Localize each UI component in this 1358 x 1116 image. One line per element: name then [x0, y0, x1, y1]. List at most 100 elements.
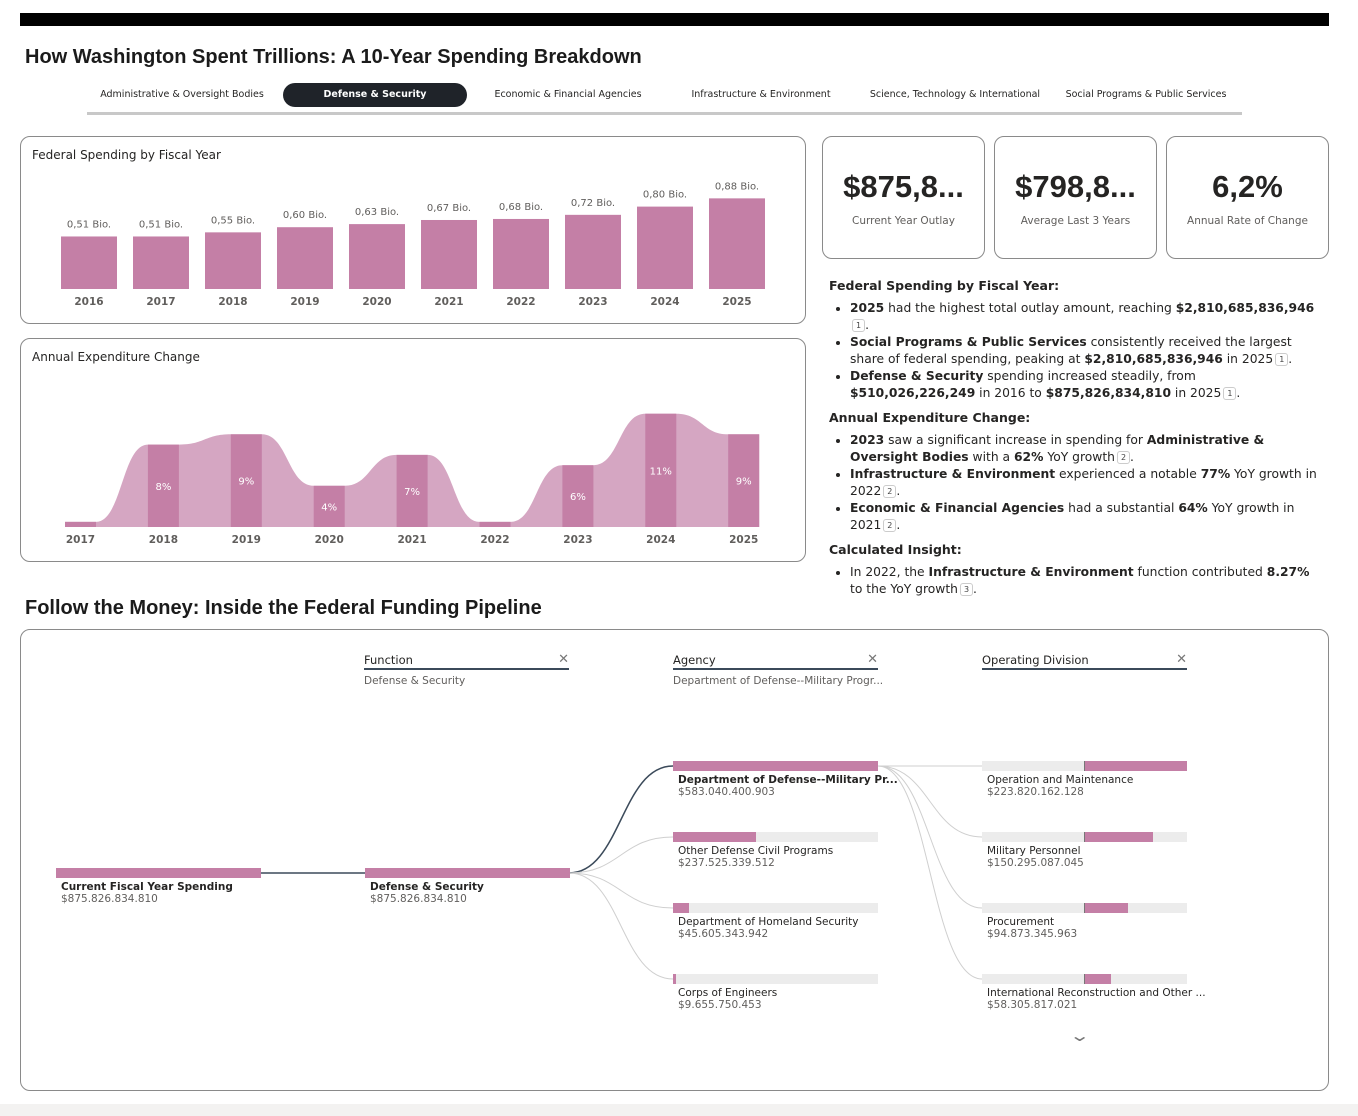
- x-tick-label: 2023: [578, 296, 607, 308]
- column-2022: [479, 521, 511, 527]
- x-tick-label: 2022: [506, 296, 535, 308]
- column-header-agency[interactable]: Agency ✕: [673, 652, 878, 670]
- data-label: 0,51 Bio.: [139, 219, 183, 230]
- citation-ref[interactable]: 2: [883, 519, 897, 532]
- chevron-down-icon[interactable]: ⌄: [1068, 1026, 1091, 1045]
- node-root[interactable]: Current Fiscal Year Spending $875.826.834…: [56, 868, 261, 905]
- node-label: Other Defense Civil Programs: [678, 845, 834, 857]
- node-bar-track: [673, 974, 878, 984]
- data-label: 11%: [650, 466, 672, 477]
- x-tick-label: 2019: [232, 534, 261, 546]
- connector-line: [877, 765, 983, 909]
- insight-heading: Calculated Insight:: [829, 542, 962, 557]
- node-bar-fill: [1084, 974, 1111, 984]
- node-bar-track: [982, 832, 1187, 842]
- bar-2019: [277, 227, 333, 289]
- bar-2025: [709, 198, 765, 289]
- data-label: 9%: [736, 477, 752, 488]
- tab-infrastructure[interactable]: Infrastructure & Environment: [691, 89, 831, 100]
- insight-item: Infrastructure & Environment experienced…: [850, 466, 1324, 500]
- node-bar-track: [982, 761, 1187, 771]
- data-label: 6%: [570, 492, 586, 503]
- node-division[interactable]: Operation and Maintenance $223.820.162.12…: [982, 761, 1187, 798]
- x-tick-label: 2020: [315, 534, 344, 546]
- bar-2024: [637, 206, 693, 289]
- tab-defense-security[interactable]: Defense & Security: [283, 83, 467, 107]
- close-icon[interactable]: ✕: [558, 652, 569, 667]
- close-icon[interactable]: ✕: [867, 652, 878, 667]
- node-label: Department of Defense--Military Pr...: [678, 774, 898, 786]
- x-tick-label: 2024: [646, 534, 675, 546]
- insight-heading: Federal Spending by Fiscal Year:: [829, 278, 1060, 293]
- node-agency[interactable]: Corps of Engineers $9.655.750.453: [673, 974, 878, 1011]
- citation-ref[interactable]: 1: [852, 319, 866, 332]
- node-bar-fill: [1084, 761, 1187, 771]
- citation-ref[interactable]: 1: [1275, 353, 1289, 366]
- decomposition-tree-panel: Function ✕ Defense & Security Agency ✕ Dep…: [20, 629, 1329, 1091]
- x-tick-label: 2021: [397, 534, 426, 546]
- node-bar-fill: [673, 761, 878, 771]
- x-tick-label: 2019: [290, 296, 319, 308]
- node-agency[interactable]: Department of Homeland Security $45.605.3…: [673, 903, 878, 940]
- node-bar-fill: [673, 974, 677, 984]
- top-bar: [20, 13, 1329, 26]
- kpi-value: 6,2%: [1212, 169, 1283, 204]
- node-value: $9.655.750.453: [678, 999, 762, 1011]
- x-tick-label: 2021: [434, 296, 463, 308]
- insight-heading: Annual Expenditure Change:: [829, 410, 1031, 425]
- tab-economic-financial[interactable]: Economic & Financial Agencies: [494, 89, 642, 100]
- annual-change-chart-panel: Annual Expenditure Change 2017 8% 2018 9% 20…: [20, 338, 806, 562]
- node-bar-fill: [673, 832, 757, 842]
- node-value: $45.605.343.942: [678, 928, 769, 940]
- x-tick-label: 2018: [218, 296, 247, 308]
- column-header-operating-division[interactable]: Operating Division ✕: [982, 652, 1187, 670]
- node-bar-track: [982, 974, 1187, 984]
- node-value: $875.826.834.810: [61, 893, 158, 905]
- node-value: $583.040.400.903: [678, 786, 775, 798]
- node-label: Current Fiscal Year Spending: [61, 881, 233, 893]
- bar-2020: [349, 224, 405, 289]
- node-bar-fill: [1084, 832, 1154, 842]
- data-label: 8%: [155, 482, 171, 493]
- node-bar-track: [365, 868, 570, 878]
- tab-science-technology[interactable]: Science, Technology & International: [869, 89, 1041, 100]
- citation-ref[interactable]: 2: [883, 485, 897, 498]
- data-label: 0,72 Bio.: [571, 198, 615, 209]
- kpi-label: Average Last 3 Years: [1020, 215, 1131, 227]
- data-label: 0,60 Bio.: [283, 210, 327, 221]
- column-2020: [313, 485, 345, 527]
- close-icon[interactable]: ✕: [1176, 652, 1187, 667]
- bar-2022: [493, 218, 549, 289]
- tab-administrative[interactable]: Administrative & Oversight Bodies: [100, 89, 264, 100]
- node-division[interactable]: Military Personnel $150.295.087.045: [982, 832, 1187, 869]
- data-label: 0,67 Bio.: [427, 203, 471, 214]
- node-division[interactable]: Procurement $94.873.345.963: [982, 903, 1187, 940]
- tab-social-programs[interactable]: Social Programs & Public Services: [1065, 89, 1227, 100]
- column-2025: [728, 434, 760, 527]
- node-function[interactable]: Defense & Security $875.826.834.810: [365, 868, 570, 905]
- page-title: How Washington Spent Trillions: A 10-Yea…: [25, 46, 642, 68]
- x-tick-label: 2018: [149, 534, 178, 546]
- column-selected-agency: Department of Defense--Military Progr...: [673, 675, 884, 687]
- citation-ref[interactable]: 3: [959, 583, 974, 596]
- node-value: $150.295.087.045: [987, 857, 1084, 869]
- node-value: $223.820.162.128: [987, 786, 1084, 798]
- area-chart: 2017 8% 2018 9% 2019 4% 2020 7% 2021 2022 6% 2023 11…: [65, 413, 760, 546]
- column-header-function[interactable]: Function ✕: [364, 652, 569, 670]
- citation-ref[interactable]: 1: [1223, 387, 1237, 400]
- x-tick-label: 2022: [480, 534, 509, 546]
- tree-connectors: [261, 765, 983, 980]
- x-tick-label: 2024: [650, 296, 679, 308]
- x-tick-label: 2017: [146, 296, 175, 308]
- node-agency[interactable]: Department of Defense--Military Pr... $58…: [673, 761, 898, 798]
- node-agency[interactable]: Other Defense Civil Programs $237.525.339…: [673, 832, 878, 869]
- kpi-current-year-outlay: $875,8... Current Year Outlay: [822, 136, 985, 259]
- connector-line: [568, 872, 674, 980]
- bar-2023: [565, 214, 621, 289]
- data-label: 0,80 Bio.: [643, 190, 687, 201]
- citation-ref[interactable]: 2: [1116, 451, 1131, 464]
- kpi-value: $875,8...: [843, 169, 964, 204]
- node-value: $875.826.834.810: [370, 893, 467, 905]
- node-value: $237.525.339.512: [678, 857, 775, 869]
- node-division[interactable]: International Reconstruction and Other .…: [982, 974, 1206, 1011]
